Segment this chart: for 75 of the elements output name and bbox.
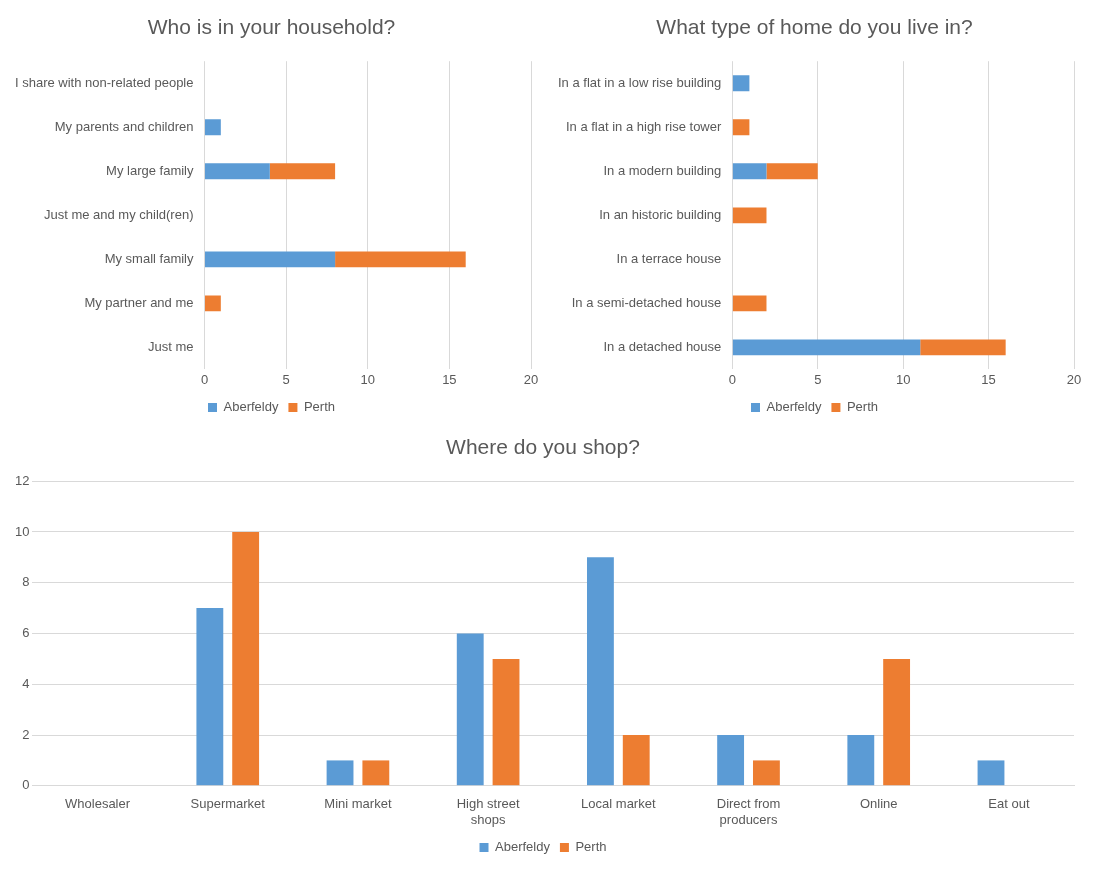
bar	[205, 251, 336, 268]
legend-label: Perth	[575, 839, 607, 855]
x-tick-label: Online	[859, 796, 898, 812]
y-tick-label: 0	[22, 777, 30, 793]
bar	[920, 339, 1006, 356]
bar	[732, 339, 921, 356]
bar	[362, 760, 390, 786]
y-tick-label: My large family	[106, 162, 194, 178]
y-tick-label: 10	[14, 523, 30, 539]
bar	[492, 658, 520, 786]
y-tick-label: My partner and me	[84, 294, 194, 310]
x-tick-label: 15	[442, 371, 457, 387]
bar	[205, 163, 270, 180]
y-tick-label: Just me and my child(ren)	[43, 206, 194, 222]
x-tick-label: 5	[282, 371, 290, 387]
bar	[732, 119, 750, 136]
bar	[732, 163, 767, 180]
y-tick-label: In a flat in a high rise tower	[565, 118, 722, 134]
x-tick-label: 20	[1066, 371, 1082, 387]
bar	[232, 531, 260, 786]
chart-title: What type of home do you live in?	[656, 15, 973, 39]
x-tick-label: Direct from producers	[716, 796, 781, 827]
chart-title: Where do you shop?	[446, 435, 640, 459]
y-tick-label: I share with non-related people	[14, 74, 194, 90]
chart-title: Who is in your household?	[147, 15, 396, 39]
bar	[732, 75, 750, 92]
x-tick-label: 5	[814, 371, 822, 387]
x-tick-label: Mini market	[324, 796, 392, 812]
x-tick-label: Supermarket	[190, 796, 266, 812]
x-tick-label: 10	[895, 371, 911, 387]
x-tick-label: 15	[981, 371, 996, 387]
bar	[196, 608, 224, 786]
y-tick-label: In a flat in a low rise building	[558, 74, 722, 90]
x-tick-label: Local market	[581, 796, 656, 812]
x-tick-label: 0	[728, 371, 736, 387]
bar	[717, 735, 745, 786]
y-tick-label: 6	[22, 625, 30, 641]
y-tick-label: My small family	[104, 250, 194, 266]
bar	[766, 163, 818, 180]
legend-label: Aberfeldy	[495, 839, 551, 855]
bar	[456, 633, 484, 786]
bar	[847, 735, 875, 786]
y-tick-label: In a modern building	[603, 162, 722, 178]
y-tick-label: In an historic building	[599, 206, 722, 222]
y-tick-label: In a semi-detached house	[571, 294, 722, 310]
legend-label: Perth	[303, 399, 335, 415]
y-tick-label: In a detached house	[603, 338, 722, 354]
bar	[326, 760, 354, 786]
bar	[883, 658, 911, 786]
y-tick-label: 12	[14, 472, 30, 488]
y-tick-label: 2	[22, 726, 30, 742]
y-tick-label: 8	[22, 574, 30, 590]
bar	[622, 735, 650, 786]
y-tick-label: Just me	[147, 338, 194, 354]
legend-label: Aberfeldy	[223, 399, 279, 415]
bar	[732, 295, 767, 312]
x-tick-label: 20	[523, 371, 539, 387]
bar	[587, 557, 614, 786]
bar	[732, 207, 767, 224]
bar	[335, 251, 466, 268]
bar	[205, 119, 221, 136]
y-tick-label: My parents and children	[54, 118, 194, 134]
bar	[752, 760, 780, 786]
legend-label: Perth	[846, 399, 878, 415]
y-tick-label: 4	[22, 675, 30, 691]
x-tick-label: Eat out	[988, 796, 1030, 812]
bar	[977, 760, 1005, 786]
legend-label: Aberfeldy	[766, 399, 822, 415]
x-tick-label: High street shops	[456, 796, 520, 827]
bar	[205, 295, 221, 312]
y-tick-label: In a terrace house	[616, 250, 722, 266]
x-tick-label: 10	[360, 371, 375, 387]
x-tick-label: Wholesaler	[65, 796, 131, 812]
x-tick-label: 0	[200, 371, 209, 387]
bar	[269, 163, 336, 180]
